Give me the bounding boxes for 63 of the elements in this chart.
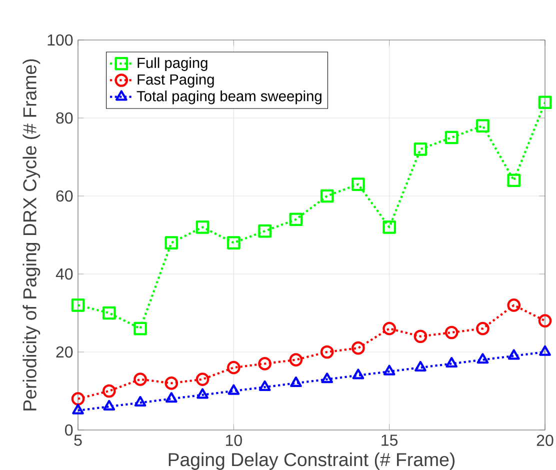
x-axis-title: Paging Delay Constraint (# Frame) [168,452,454,470]
y-tick-label: 100 [48,34,73,46]
point [228,384,240,395]
point [102,306,116,320]
point [444,130,458,144]
point [538,314,552,328]
x-tick-label: 20 [536,434,554,446]
y-tick-label: 60 [56,190,73,202]
point [289,353,303,366]
point [507,298,521,312]
point [290,376,302,388]
point [352,341,365,355]
point [71,392,85,406]
point [134,372,147,386]
point [134,396,146,407]
point [321,372,333,384]
point [164,236,178,250]
x-tick-label: 5 [74,434,82,446]
point [414,142,428,156]
y-tick-label: 80 [56,112,73,124]
point [476,322,490,336]
point [320,189,334,203]
point [134,322,147,336]
point [258,357,272,370]
point [383,364,396,376]
point [352,368,364,380]
point [414,360,426,372]
point [258,224,272,238]
point [103,400,116,410]
point [72,404,84,414]
point [258,380,271,391]
point [382,220,396,234]
point [196,220,210,234]
y-tick-label: 0 [65,424,73,436]
y-tick-label: 40 [56,268,73,280]
point [539,345,551,356]
point [320,345,334,359]
point [476,119,490,132]
point [382,322,396,336]
point [102,384,116,398]
point [165,392,178,403]
legend-label: Fast Paging [138,74,214,88]
point [289,212,303,226]
point [196,372,210,386]
point [227,360,240,374]
point [476,353,489,364]
point [538,96,552,110]
point [507,174,521,188]
x-tick-label: 15 [382,434,398,446]
point [446,357,458,368]
point [227,236,240,250]
y-axis-title: Periodicity of Paging DRX Cycle (# Frame) [22,59,40,410]
point [71,298,85,312]
point [164,376,178,390]
x-tick-label: 10 [226,434,242,446]
point [352,178,365,191]
legend-label: Total paging beam sweeping [136,90,322,104]
y-tick-label: 20 [56,346,73,358]
point [196,388,208,399]
legend-label: Full paging [138,57,208,71]
point [414,330,428,344]
point [508,349,520,360]
point [444,326,458,340]
